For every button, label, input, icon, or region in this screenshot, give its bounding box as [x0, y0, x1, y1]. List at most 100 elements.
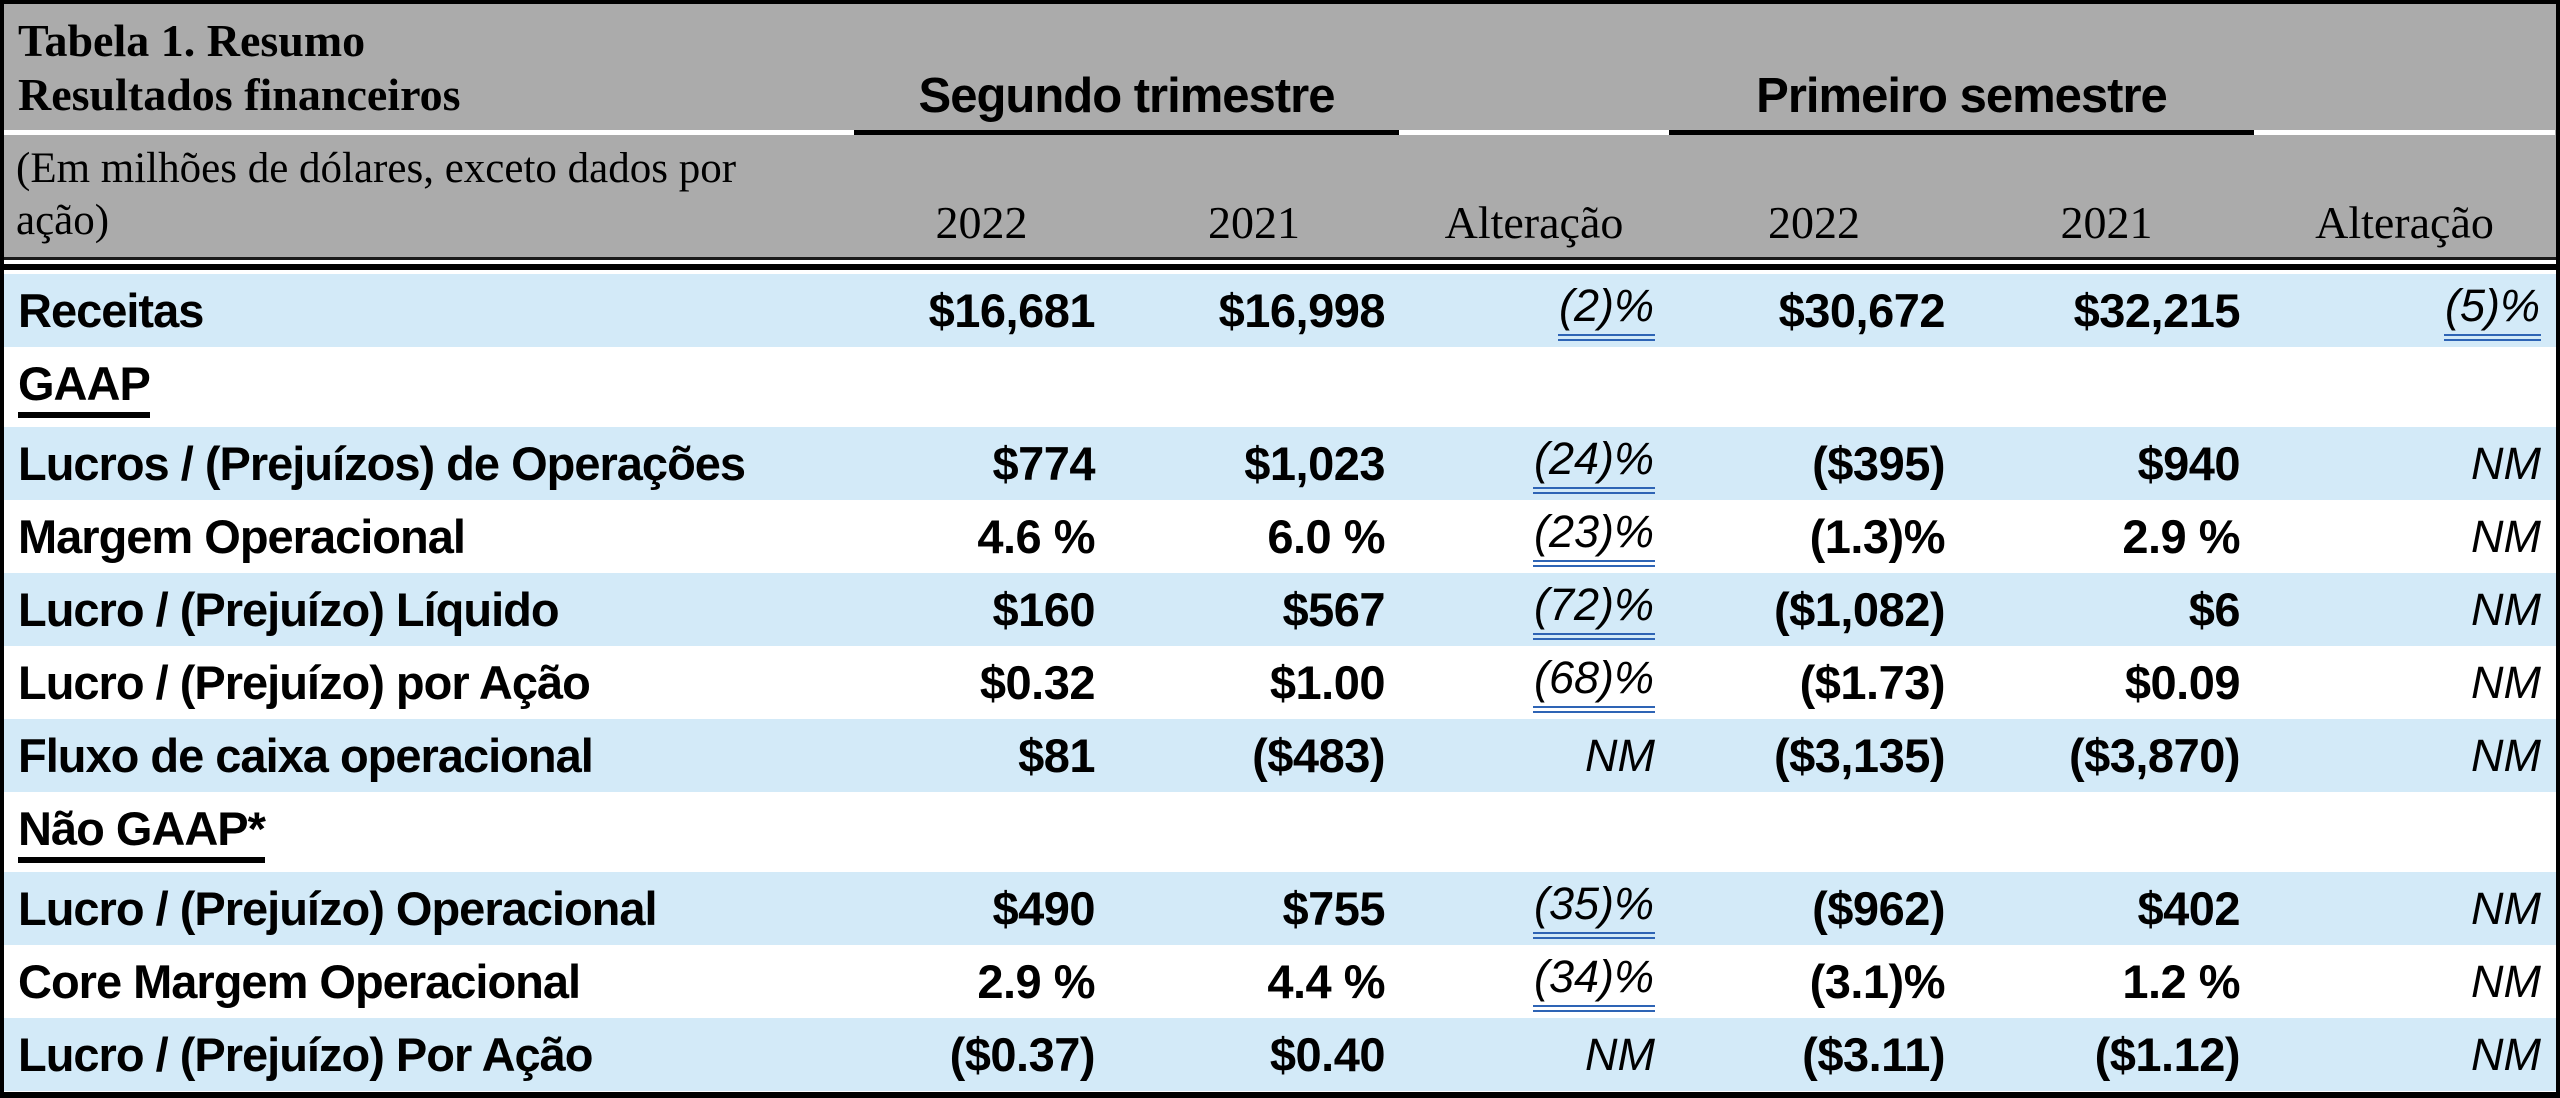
header-body-divider — [4, 257, 2556, 274]
cell-q2-2022: $774 — [992, 437, 1095, 490]
cell-h1-2021: $940 — [2137, 437, 2240, 490]
cell-q2-change: (72)% — [1399, 579, 1669, 640]
cell-h1-2022: ($1,082) — [1773, 583, 1946, 636]
cell-h1-2021: ($3,870) — [2068, 729, 2241, 782]
table-title-line1: Tabela 1. Resumo — [18, 15, 366, 66]
cell-h1-change: (5)% — [2254, 280, 2555, 341]
not-meaningful-value: NM — [2471, 1028, 2541, 1080]
header-row-groups: Tabela 1. Resumo Resultados financeiros … — [4, 4, 2556, 135]
row-label: Lucro / (Prejuízo) Por Ação — [18, 1028, 594, 1081]
cell-q2-change: (68)% — [1399, 652, 1669, 713]
cell-q2-2022: 2.9 % — [977, 955, 1095, 1008]
change-value-underlined: (23)% — [1532, 506, 1655, 567]
not-meaningful-value: NM — [2471, 656, 2541, 708]
cell-h1-2022: ($962) — [1812, 882, 1945, 935]
cell-q2-2022: $490 — [992, 882, 1095, 935]
cell-q2-2022: $16,681 — [928, 284, 1096, 337]
not-meaningful-value: NM — [2471, 955, 2541, 1007]
section-row: GAAP — [4, 347, 2556, 427]
cell-q2-change: NM — [1399, 1029, 1669, 1081]
row-label: Lucro / (Prejuízo) Operacional — [18, 882, 658, 935]
cell-q2-change: (2)% — [1399, 280, 1669, 341]
row-label: Lucro / (Prejuízo) Líquido — [18, 583, 560, 636]
table-title-line2: Resultados financeiros — [18, 69, 461, 121]
column-group-first-half: Primeiro semestre — [1669, 4, 2254, 135]
row-label: Lucro / (Prejuízo) por Ação — [18, 656, 591, 709]
table-row: Lucro / (Prejuízo) Por Ação ($0.37) $0.40 N… — [4, 1018, 2556, 1091]
cell-h1-change: NM — [2254, 584, 2555, 636]
cell-q2-2021: $1.00 — [1269, 656, 1386, 709]
cell-q2-2021: 6.0 % — [1267, 510, 1385, 563]
cell-h1-change: NM — [2254, 438, 2555, 490]
cell-h1-2022: (1.3)% — [1809, 510, 1946, 563]
change-value-underlined: (72)% — [1532, 579, 1655, 640]
row-label: Core Margem Operacional — [18, 955, 581, 1008]
cell-h1-2021: ($1.12) — [2094, 1028, 2241, 1081]
row-label: Fluxo de caixa operacional — [18, 729, 594, 782]
column-header-q2-2022: 2022 — [935, 197, 1028, 248]
change-value-underlined: (24)% — [1532, 433, 1655, 494]
table-subtitle: (Em milhões de dólares, exceto dados por… — [16, 145, 737, 245]
cell-h1-change: NM — [2254, 657, 2555, 709]
change-value-underlined: (68)% — [1532, 652, 1655, 713]
table-row: Margem Operacional 4.6 % 6.0 % (23)% (1.3)% 2… — [4, 500, 2556, 573]
column-group-second-quarter: Segundo trimestre — [854, 4, 1399, 135]
table-title: Tabela 1. Resumo Resultados financeiros — [4, 4, 854, 135]
table-row: Lucro / (Prejuízo) Líquido $160 $567 (72)% (… — [4, 573, 2556, 646]
cell-h1-change: NM — [2254, 730, 2555, 782]
cell-h1-change: NM — [2254, 1029, 2555, 1081]
cell-h1-2021: $0.09 — [2124, 656, 2241, 709]
cell-q2-2021: $567 — [1282, 583, 1385, 636]
column-header-q2-2021: 2021 — [1208, 197, 1300, 248]
header-spacer-2 — [2254, 4, 2555, 135]
cell-q2-2022: $81 — [1018, 729, 1095, 782]
cell-q2-2021: $755 — [1282, 882, 1385, 935]
table-body: Receitas $16,681 $16,998 (2)% $30,672 $32,215… — [4, 274, 2556, 1091]
column-header-h1-2022: 2022 — [1768, 197, 1860, 248]
column-header-h1-2021: 2021 — [2060, 197, 2153, 248]
cell-h1-2021: $32,215 — [2073, 284, 2241, 337]
table-row: Lucros / (Prejuízos) de Operações $774 $1,… — [4, 427, 2556, 500]
row-label: Não GAAP* — [4, 801, 854, 863]
change-value-underlined: (34)% — [1532, 951, 1655, 1012]
cell-q2-2022: $160 — [992, 583, 1095, 636]
not-meaningful-value: NM — [2471, 510, 2541, 562]
column-header-h1-change: Alteração — [2315, 197, 2494, 248]
cell-h1-change: NM — [2254, 956, 2555, 1008]
cell-q2-2021: $1,023 — [1244, 437, 1385, 490]
column-header-q2-change: Alteração — [1444, 197, 1624, 248]
cell-h1-2021: $6 — [2188, 583, 2241, 636]
cell-q2-2021: $0.40 — [1269, 1028, 1386, 1081]
not-meaningful-value: NM — [2471, 882, 2541, 934]
section-label: Não GAAP* — [18, 801, 266, 863]
cell-h1-2022: ($3.11) — [1802, 1028, 1945, 1081]
not-meaningful-value: NM — [1585, 1028, 1655, 1080]
change-value-underlined: (35)% — [1532, 878, 1655, 939]
cell-q2-2022: ($0.37) — [949, 1028, 1096, 1081]
table-header: Tabela 1. Resumo Resultados financeiros … — [4, 4, 2556, 257]
cell-q2-2021: ($483) — [1252, 729, 1385, 782]
cell-h1-2021: 2.9 % — [2122, 510, 2240, 563]
table-row: Lucro / (Prejuízo) Operacional $490 $755 (3… — [4, 872, 2556, 945]
cell-q2-change: NM — [1399, 730, 1669, 782]
cell-h1-2021: $402 — [2137, 882, 2240, 935]
table-row: Receitas $16,681 $16,998 (2)% $30,672 $32,215… — [4, 274, 2556, 347]
cell-q2-2021: $16,998 — [1218, 284, 1386, 337]
header-spacer-1 — [1399, 4, 1669, 135]
cell-h1-2022: ($395) — [1812, 437, 1945, 490]
change-value-underlined: (2)% — [1557, 280, 1655, 341]
row-label: Margem Operacional — [18, 510, 466, 563]
not-meaningful-value: NM — [2471, 729, 2541, 781]
not-meaningful-value: NM — [1585, 729, 1655, 781]
cell-h1-change: NM — [2254, 511, 2555, 563]
table-row: Fluxo de caixa operacional $81 ($483) NM ($3… — [4, 719, 2556, 792]
cell-q2-change: (34)% — [1399, 951, 1669, 1012]
cell-q2-2022: 4.6 % — [977, 510, 1095, 563]
cell-q2-change: (23)% — [1399, 506, 1669, 567]
section-label: GAAP — [18, 356, 151, 418]
not-meaningful-value: NM — [2471, 437, 2541, 489]
table-row: Core Margem Operacional 2.9 % 4.4 % (34)% (3… — [4, 945, 2556, 1018]
table-row: Lucro / (Prejuízo) por Ação $0.32 $1.00 (68… — [4, 646, 2556, 719]
cell-h1-2022: ($3,135) — [1773, 729, 1946, 782]
